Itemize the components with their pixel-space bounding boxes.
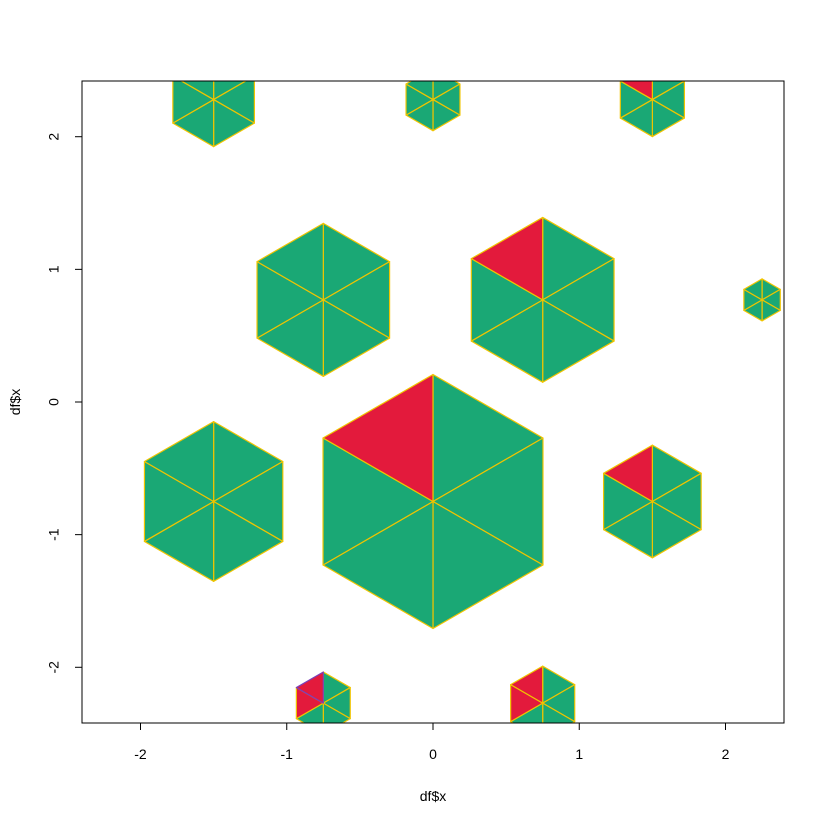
x-tick-label: -1 <box>281 746 294 762</box>
hexagon-marker <box>602 444 702 559</box>
x-axis-label: df$x <box>420 788 446 804</box>
hexagon-marker <box>470 216 615 383</box>
data-markers <box>143 81 781 723</box>
hexagon-marker <box>405 81 461 132</box>
hexagon-sector-highlight <box>602 444 653 503</box>
hexagon-sector <box>405 81 434 101</box>
hexagon-marker <box>743 278 781 322</box>
hexagon-marker <box>172 81 256 148</box>
hexagon-marker <box>143 420 284 582</box>
hexagon-sector <box>743 278 763 301</box>
x-tick-label: 0 <box>429 746 437 762</box>
x-tick-label: 1 <box>575 746 583 762</box>
y-tick-label: 0 <box>46 398 62 406</box>
hexagon-marker <box>619 81 686 138</box>
hexagon-sector-highlight <box>322 373 434 503</box>
hexagon-sector <box>180 81 215 101</box>
hexagon-sector-highlight <box>510 665 544 704</box>
hexagon-sector <box>256 222 324 301</box>
hexagon-sector <box>143 420 215 503</box>
x-tick-label: -2 <box>134 746 147 762</box>
y-tick-label: -2 <box>46 661 62 674</box>
x-axis: -2 -1 0 1 2 <box>134 722 730 762</box>
hexagon-sector-highlight <box>470 216 544 301</box>
y-tick-label: 2 <box>46 133 62 141</box>
hexagon-marker <box>510 665 576 723</box>
y-axis-label: df$x <box>7 389 23 415</box>
y-axis: -2 -1 0 1 2 <box>46 133 83 674</box>
hexagon-marker <box>256 222 391 377</box>
y-tick-label: -1 <box>46 528 62 541</box>
hexagon-sector-highlight <box>295 671 324 704</box>
hexagon-marker <box>322 373 544 630</box>
hexagon-marker <box>295 671 351 723</box>
x-tick-label: 2 <box>722 746 730 762</box>
y-tick-label: 1 <box>46 265 62 273</box>
